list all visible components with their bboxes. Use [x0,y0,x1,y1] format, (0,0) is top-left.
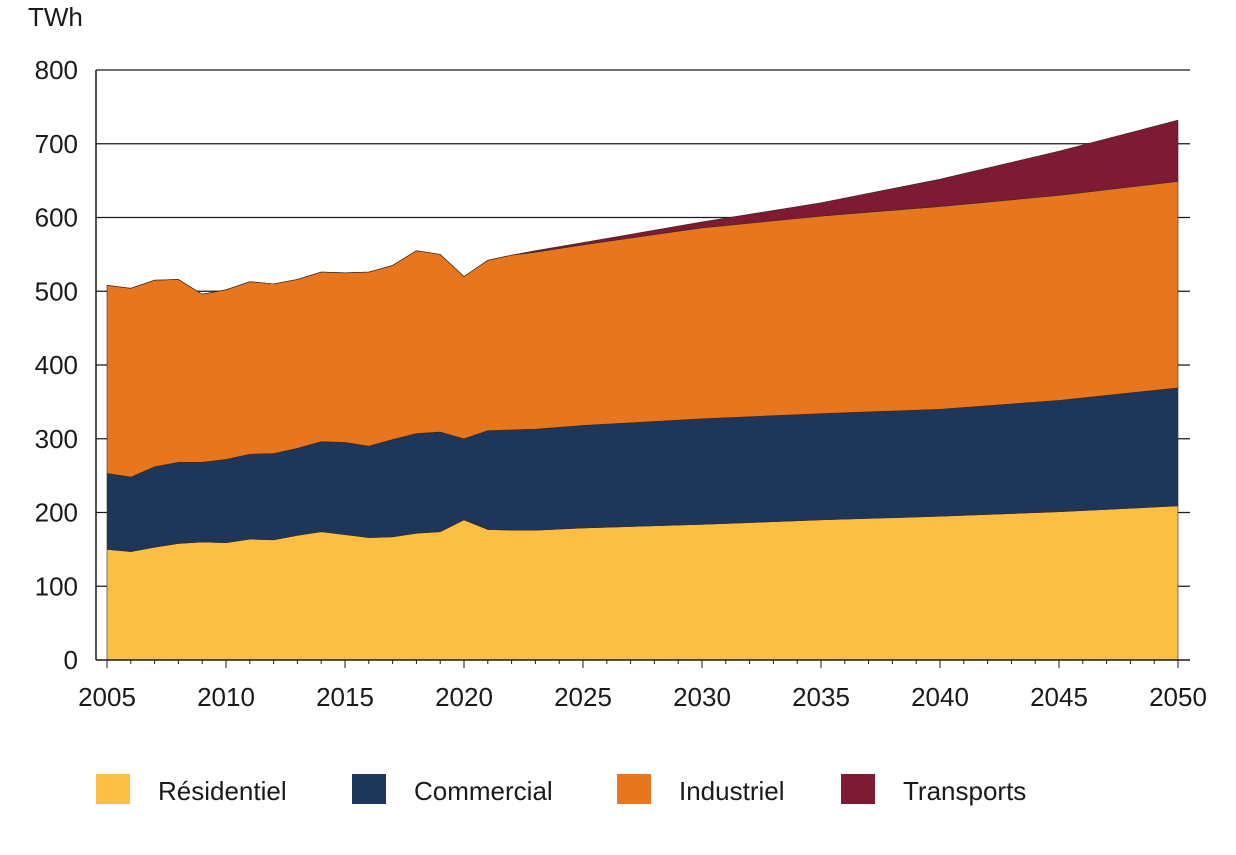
legend-swatch [617,774,651,804]
legend-label: Industriel [679,776,785,806]
x-tick-label: 2015 [316,682,374,712]
x-tick-label: 2025 [554,682,612,712]
x-tick-label: 2030 [673,682,731,712]
area-transports [106,119,1179,295]
y-tick-label: 800 [35,55,78,85]
x-tick-label: 2035 [792,682,850,712]
x-tick-label: 2050 [1149,682,1207,712]
y-tick-label: 100 [35,571,78,601]
y-tick-label: 700 [35,129,78,159]
legend-swatch [96,774,130,804]
y-tick-label: 400 [35,350,78,380]
y-tick-label: 200 [35,498,78,528]
y-tick-label: 0 [64,645,78,675]
x-tick-label: 2005 [78,682,136,712]
legend-label: Commercial [414,776,553,806]
x-tick-label: 2045 [1030,682,1088,712]
legend-swatch [352,774,386,804]
legend-swatch [841,774,875,804]
x-tick-label: 2040 [911,682,969,712]
x-tick-label: 2020 [435,682,493,712]
legend-label: Résidentiel [158,776,287,806]
x-tick-label: 2010 [197,682,255,712]
y-tick-label: 500 [35,276,78,306]
y-tick-label: 600 [35,203,78,233]
y-axis-unit: TWh [28,2,83,32]
legend-label: Transports [903,776,1026,806]
y-tick-label: 300 [35,424,78,454]
